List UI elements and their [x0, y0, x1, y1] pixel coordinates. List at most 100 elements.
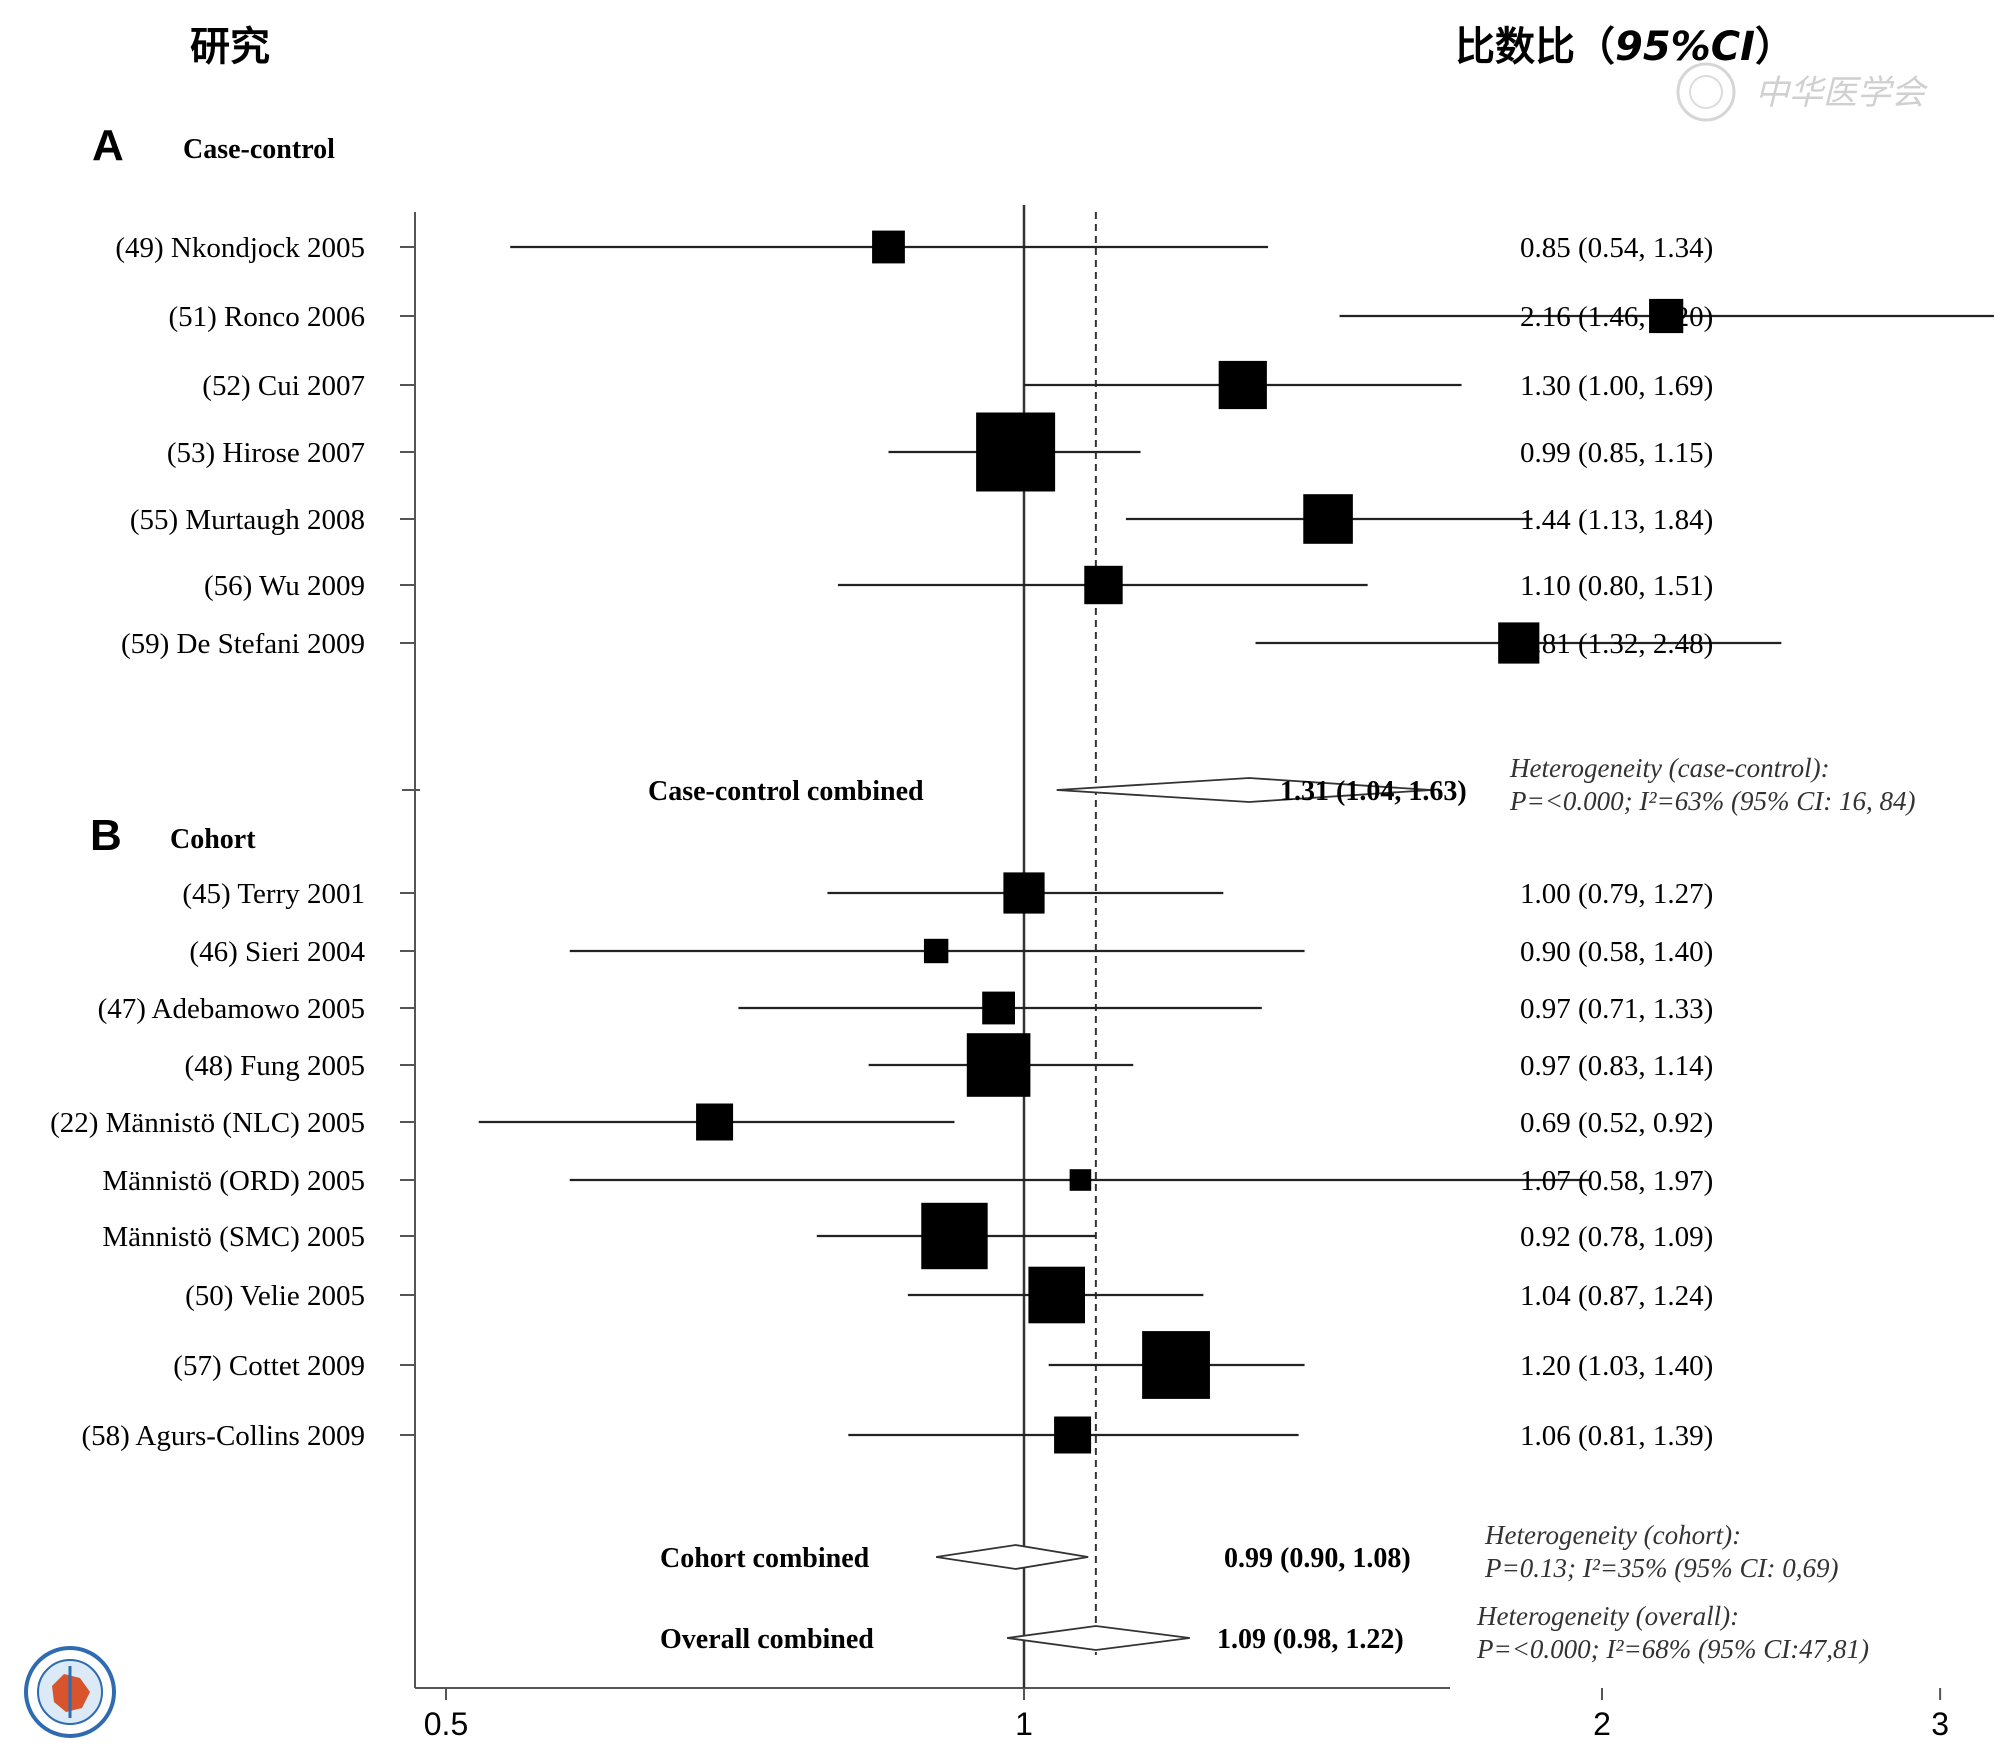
study-row: (59) De Stefani 2009 1.81 (1.32, 2.48)	[121, 622, 1782, 664]
pooled-estimate-diamond	[1056, 777, 1432, 803]
section-a-letter: A	[92, 121, 124, 170]
study-label: (22) Männistö (NLC) 2005	[50, 1107, 365, 1139]
odds-ratio-ci-value: 0.97 (0.83, 1.14)	[1520, 1050, 1713, 1082]
odds-ratio-ci-value: 1.10 (0.80, 1.51)	[1520, 570, 1713, 602]
odds-ratio-ci-value: 0.85 (0.54, 1.34)	[1520, 232, 1713, 264]
study-row: (45) Terry 2001 1.00 (0.79, 1.27)	[182, 872, 1713, 914]
study-row: (51) Ronco 2006 2.16 (1.46, 3.20)	[168, 298, 1994, 334]
point-estimate-box	[1084, 565, 1123, 605]
heterogeneity-title: Heterogeneity (overall):	[1476, 1601, 1739, 1631]
study-label: (51) Ronco 2006	[168, 301, 365, 333]
study-row: (22) Männistö (NLC) 2005 0.69 (0.52, 0.92…	[50, 1103, 1713, 1141]
study-row: (49) Nkondjock 2005 0.85 (0.54, 1.34)	[115, 230, 1713, 264]
odds-ratio-ci-value: 0.92 (0.78, 1.09)	[1520, 1221, 1713, 1253]
heterogeneity-title: Heterogeneity (cohort):	[1484, 1520, 1741, 1550]
combined-odds-ratio-value: 1.09 (0.98, 1.22)	[1217, 1624, 1404, 1655]
heterogeneity-title: Heterogeneity (case-control):	[1509, 753, 1830, 783]
section-b-letter: B	[90, 811, 122, 860]
study-label: (46) Sieri 2004	[189, 936, 365, 968]
odds-ratio-ci-value: 2.16 (1.46, 3.20)	[1520, 301, 1713, 333]
odds-ratio-ci-value: 1.07 (0.58, 1.97)	[1520, 1165, 1713, 1197]
heterogeneity-statistics: P=0.13; I²=35% (95% CI: 0,69)	[1484, 1553, 1838, 1583]
point-estimate-box	[1498, 622, 1540, 664]
study-row: (56) Wu 2009 1.10 (0.80, 1.51)	[204, 565, 1713, 605]
study-label: (48) Fung 2005	[185, 1050, 365, 1082]
study-label: (50) Velie 2005	[185, 1280, 365, 1312]
x-tick-label: 1	[1015, 1706, 1033, 1742]
combined-row: Overall combined 1.09 (0.98, 1.22) Heterog…	[660, 1601, 1869, 1664]
study-label: (49) Nkondjock 2005	[115, 232, 365, 264]
study-label: (45) Terry 2001	[182, 878, 365, 910]
study-row: (48) Fung 2005 0.97 (0.83, 1.14)	[185, 1033, 1713, 1097]
point-estimate-box	[976, 412, 1056, 492]
odds-ratio-ci-value: 1.81 (1.32, 2.48)	[1520, 628, 1713, 660]
study-row: (57) Cottet 2009 1.20 (1.03, 1.40)	[173, 1331, 1713, 1399]
combined-rows: Case-control combined 1.31 (1.04, 1.63) He…	[402, 753, 1915, 1664]
x-tick-label: 3	[1931, 1706, 1949, 1742]
study-label: (56) Wu 2009	[204, 570, 365, 602]
odds-ratio-ci-value: 0.69 (0.52, 0.92)	[1520, 1107, 1713, 1139]
point-estimate-box	[696, 1103, 734, 1141]
heterogeneity-statistics: P=<0.000; I²=68% (95% CI:47,81)	[1476, 1634, 1869, 1664]
odds-ratio-ci-value: 0.90 (0.58, 1.40)	[1520, 936, 1713, 968]
study-label: (53) Hirose 2007	[167, 437, 365, 469]
watermark: 中华医学会	[1676, 62, 1929, 122]
odds-ratio-ci-value: 1.00 (0.79, 1.27)	[1520, 878, 1713, 910]
study-column-header: 研究	[190, 24, 270, 70]
study-label: (47) Adebamowo 2005	[98, 993, 365, 1025]
point-estimate-box	[921, 1202, 988, 1270]
point-estimate-box	[982, 991, 1016, 1025]
odds-ratio-ci-value: 0.99 (0.85, 1.15)	[1520, 437, 1713, 469]
odds-ratio-ci-value: 0.97 (0.71, 1.33)	[1520, 993, 1713, 1025]
section-b-header: B Cohort	[90, 811, 256, 860]
combined-row: Cohort combined 0.99 (0.90, 1.08) Heteroge…	[660, 1520, 1838, 1583]
point-estimate-box	[1142, 1331, 1210, 1399]
combined-label: Cohort combined	[660, 1543, 870, 1574]
combined-label: Case-control combined	[648, 776, 924, 807]
study-label: Männistö (SMC) 2005	[102, 1221, 365, 1253]
odds-ratio-ci-value: 1.20 (1.03, 1.40)	[1520, 1350, 1713, 1382]
x-tick-label: 0.5	[424, 1706, 468, 1742]
watermark-emblem	[1676, 62, 1736, 122]
x-tick-label: 2	[1593, 1706, 1611, 1742]
point-estimate-box	[1218, 360, 1267, 410]
odds-ratio-ci-value: 1.44 (1.13, 1.84)	[1520, 504, 1713, 536]
study-row: Männistö (SMC) 2005 0.92 (0.78, 1.09)	[102, 1202, 1713, 1270]
pooled-estimate-diamond	[936, 1544, 1089, 1570]
study-label: Männistö (ORD) 2005	[102, 1165, 365, 1197]
study-row: (50) Velie 2005 1.04 (0.87, 1.24)	[185, 1266, 1713, 1324]
point-estimate-box	[1303, 494, 1353, 544]
study-label: (59) De Stefani 2009	[121, 628, 365, 660]
study-rows: (49) Nkondjock 2005 0.85 (0.54, 1.34) (51)…	[50, 230, 1994, 1454]
section-b-name: Cohort	[170, 824, 256, 855]
study-row: (46) Sieri 2004 0.90 (0.58, 1.40)	[189, 936, 1713, 968]
watermark-text: 中华医学会	[1755, 73, 1929, 113]
study-row: Männistö (ORD) 2005 1.07 (0.58, 1.97)	[102, 1165, 1713, 1197]
point-estimate-box	[966, 1033, 1031, 1097]
study-row: (52) Cui 2007 1.30 (1.00, 1.69)	[202, 360, 1713, 410]
study-label: (58) Agurs-Collins 2009	[81, 1420, 365, 1452]
odds-ratio-column-header: 比数比（95%CI）	[1455, 24, 1795, 70]
point-estimate-box	[1649, 298, 1684, 334]
combined-odds-ratio-value: 0.99 (0.90, 1.08)	[1224, 1543, 1411, 1574]
heterogeneity-statistics: P=<0.000; I²=63% (95% CI: 16, 84)	[1509, 786, 1915, 816]
combined-label: Overall combined	[660, 1624, 874, 1655]
point-estimate-box	[1003, 872, 1045, 914]
section-a-name: Case-control	[183, 134, 335, 165]
association-logo	[24, 1646, 116, 1738]
study-row: (47) Adebamowo 2005 0.97 (0.71, 1.33)	[98, 991, 1713, 1025]
point-estimate-box	[1028, 1266, 1086, 1324]
section-a-header: A Case-control	[92, 121, 335, 170]
study-row: (53) Hirose 2007 0.99 (0.85, 1.15)	[167, 412, 1713, 492]
pooled-estimate-diamond	[1007, 1625, 1190, 1651]
study-label: (55) Murtaugh 2008	[130, 504, 365, 536]
point-estimate-box	[1069, 1169, 1092, 1191]
odds-ratio-ci-value: 1.06 (0.81, 1.39)	[1520, 1420, 1713, 1452]
study-row: (58) Agurs-Collins 2009 1.06 (0.81, 1.39)	[81, 1416, 1713, 1454]
study-label: (52) Cui 2007	[202, 370, 365, 402]
odds-ratio-ci-value: 1.04 (0.87, 1.24)	[1520, 1280, 1713, 1312]
study-row: (55) Murtaugh 2008 1.44 (1.13, 1.84)	[130, 494, 1713, 544]
combined-odds-ratio-value: 1.31 (1.04, 1.63)	[1280, 776, 1467, 807]
point-estimate-box	[872, 230, 905, 264]
